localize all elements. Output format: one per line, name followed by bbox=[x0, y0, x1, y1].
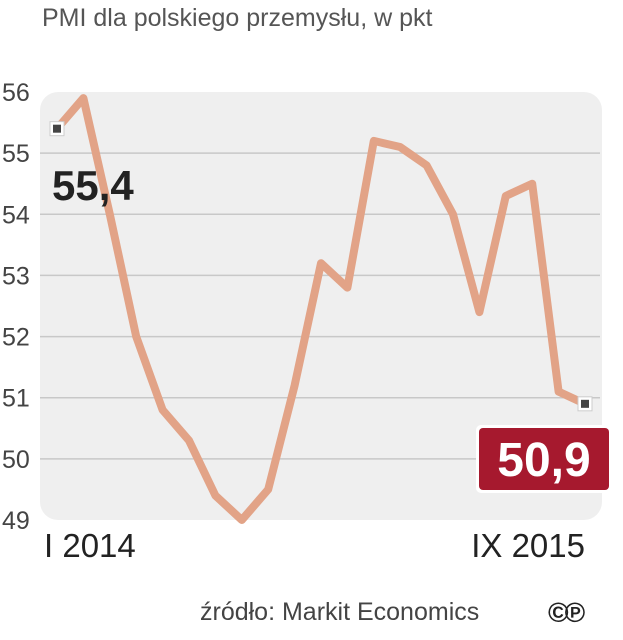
chart-title: PMI dla polskiego przemysłu, w pkt bbox=[42, 4, 433, 32]
series-line bbox=[53, 94, 589, 524]
y-tick-label: 56 bbox=[2, 79, 30, 107]
first-value-label: 55,4 bbox=[52, 162, 134, 209]
point-marker-core bbox=[53, 124, 61, 133]
y-tick-label: 55 bbox=[2, 140, 30, 168]
y-tick-label: 52 bbox=[2, 324, 30, 352]
y-tick-label: 53 bbox=[2, 262, 30, 290]
y-tick-label: 51 bbox=[2, 385, 30, 413]
x-tick-label: I 2014 bbox=[44, 527, 136, 564]
point-marker-core bbox=[581, 399, 589, 408]
last-value-badge bbox=[479, 428, 609, 490]
last-value-label: 50,9 bbox=[497, 434, 590, 487]
source-note: źródło: Markit Economics bbox=[200, 598, 480, 626]
y-tick-label: 50 bbox=[2, 446, 30, 474]
x-tick-label: IX 2015 bbox=[471, 527, 585, 564]
y-tick-label: 54 bbox=[2, 201, 30, 229]
copyright-mark: ©℗ bbox=[548, 597, 585, 628]
plot-area bbox=[40, 92, 602, 520]
y-tick-label: 49 bbox=[2, 507, 30, 535]
